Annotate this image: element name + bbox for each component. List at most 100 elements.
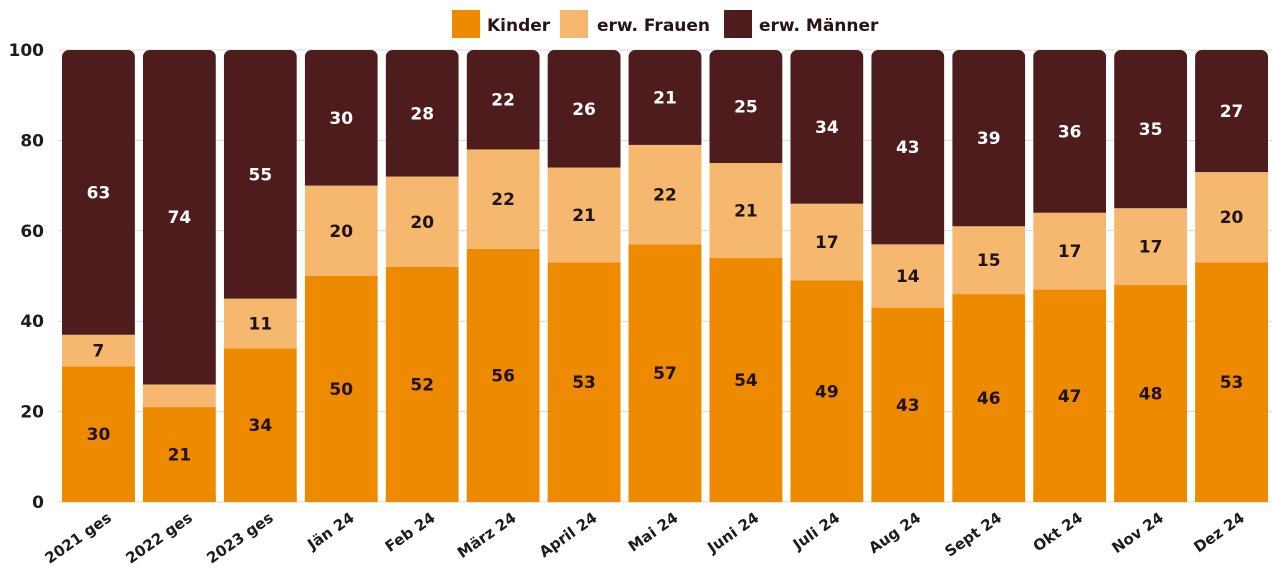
bar-segment-kinder xyxy=(790,280,864,502)
data-label-erw-frauen: 20 xyxy=(329,222,353,242)
bar-segment-erw-frauen xyxy=(304,185,378,276)
x-tick-label: Sept 24 xyxy=(941,509,1005,561)
data-label-kinder: 21 xyxy=(168,446,192,466)
bar-segment-erw-männer xyxy=(466,50,540,150)
data-label-kinder: 56 xyxy=(491,366,515,386)
bar-group-jän-24: 50 20 30 xyxy=(304,50,378,502)
y-tick-label: 100 xyxy=(9,41,45,61)
bar-segment-erw-männer xyxy=(385,50,459,177)
bar-segment-erw-männer xyxy=(1195,50,1268,173)
data-label-erw-männer: 22 xyxy=(491,91,515,111)
data-label-erw-frauen: 22 xyxy=(491,190,515,210)
bar-segment-erw-frauen xyxy=(223,298,297,349)
data-label-erw-männer: 36 xyxy=(1058,122,1082,142)
data-label-erw-männer: 27 xyxy=(1220,102,1244,122)
data-label-erw-frauen: 7 xyxy=(93,342,105,362)
bar-segment-kinder xyxy=(304,276,378,502)
y-tick-label: 20 xyxy=(20,403,44,423)
legend-label-erw-frauen: erw. Frauen xyxy=(597,16,710,36)
y-tick-label: 0 xyxy=(32,493,44,513)
x-axis-labels: 2021 ges 2022 ges 2023 ges Jän 24 Feb 24 März… xyxy=(42,508,1248,567)
bar-segment-kinder xyxy=(871,307,945,502)
bar-group-mai-24: 57 22 21 xyxy=(628,50,702,503)
x-tick-label: Mai 24 xyxy=(625,509,681,556)
x-tick-label: 2022 ges xyxy=(122,508,195,567)
bar-segment-kinder xyxy=(628,244,702,503)
x-tick-label: Okt 24 xyxy=(1030,509,1086,556)
x-tick-label: März 24 xyxy=(454,509,519,562)
bar-segment-erw-frauen xyxy=(466,149,540,249)
bar-group-märz-24: 56 22 22 xyxy=(466,50,540,502)
y-tick-label: 40 xyxy=(20,312,44,332)
x-tick-label: Jän 24 xyxy=(303,509,357,554)
bar-base xyxy=(223,494,297,502)
bar-segment-kinder xyxy=(223,348,297,502)
bar-group-aug-24: 43 14 43 xyxy=(871,50,945,502)
data-label-erw-männer: 21 xyxy=(653,88,677,108)
legend-label-kinder: Kinder xyxy=(487,16,551,36)
data-label-erw-frauen: 14 xyxy=(896,267,920,287)
data-label-erw-männer: 34 xyxy=(815,118,839,138)
bar-segment-kinder xyxy=(1114,285,1188,502)
bar-base xyxy=(709,494,783,502)
data-label-kinder: 43 xyxy=(896,396,920,416)
data-label-erw-frauen: 17 xyxy=(1058,242,1082,262)
data-label-erw-frauen: 22 xyxy=(653,186,677,206)
bar-group-feb-24: 52 20 28 xyxy=(385,50,459,502)
bar-base xyxy=(1114,494,1188,502)
bar-segment-kinder xyxy=(547,262,621,502)
bar-base xyxy=(62,494,135,502)
bar-segment-erw-männer xyxy=(628,50,702,145)
bar-group-2021-ges: 30 7 63 xyxy=(62,50,135,502)
bar-group-dez-24: 53 20 27 xyxy=(1195,50,1268,502)
data-label-erw-frauen: 11 xyxy=(248,314,272,334)
bar-base xyxy=(628,494,702,502)
bar-segment-erw-frauen xyxy=(871,244,945,308)
data-label-erw-männer: 43 xyxy=(896,138,920,158)
data-label-kinder: 49 xyxy=(815,382,839,402)
bar-segment-erw-frauen xyxy=(790,203,864,281)
bar-base xyxy=(385,494,459,502)
bar-segment-erw-frauen xyxy=(628,144,702,245)
data-label-erw-männer: 63 xyxy=(87,183,111,203)
bar-base xyxy=(790,494,864,502)
bar-segment-erw-männer xyxy=(223,50,297,299)
bar-base xyxy=(1195,494,1268,502)
data-label-erw-frauen: 17 xyxy=(1139,238,1163,258)
data-label-kinder: 50 xyxy=(329,380,353,400)
bar-group-april-24: 53 21 26 xyxy=(547,50,621,502)
bar-segment-erw-frauen xyxy=(385,176,459,267)
bar-segment-kinder xyxy=(62,366,135,502)
x-tick-label: Dez 24 xyxy=(1190,509,1247,557)
legend-label-erw-männer: erw. Männer xyxy=(759,16,879,36)
bar-segment-erw-frauen xyxy=(547,167,621,263)
bar-group-2022-ges: 21 74 xyxy=(142,50,216,502)
x-tick-label: Feb 24 xyxy=(382,509,439,556)
bar-base xyxy=(1033,494,1107,502)
x-tick-label: Aug 24 xyxy=(865,509,924,558)
bar-group-juli-24: 49 17 34 xyxy=(790,50,864,502)
bar-segment-kinder xyxy=(1033,289,1107,502)
bar-segment-kinder xyxy=(142,407,216,502)
bar-segment-erw-männer xyxy=(304,50,378,186)
bar-segment-erw-männer xyxy=(547,50,621,168)
x-tick-label: 2023 ges xyxy=(203,508,276,567)
legend-swatch-erw-männer xyxy=(724,10,752,38)
data-label-erw-frauen: 21 xyxy=(734,201,758,221)
bar-segment-erw-männer xyxy=(790,50,864,204)
bars: 3076321743411555020305220285622225321265… xyxy=(62,50,1268,503)
data-label-kinder: 54 xyxy=(734,371,758,391)
bar-group-nov-24: 48 17 35 xyxy=(1114,50,1188,502)
bar-group-2023-ges: 34 11 55 xyxy=(223,50,297,502)
data-label-kinder: 53 xyxy=(1220,373,1244,393)
bar-group-okt-24: 47 17 36 xyxy=(1033,50,1107,502)
bar-segment-erw-männer xyxy=(871,50,945,245)
x-tick-label: Nov 24 xyxy=(1108,509,1166,557)
data-label-kinder: 34 xyxy=(248,416,272,436)
bar-segment-erw-männer xyxy=(62,50,135,335)
bar-segment-erw-frauen xyxy=(1033,212,1107,290)
data-label-erw-frauen: 17 xyxy=(815,233,839,253)
legend: Kinder erw. Frauen erw. Männer xyxy=(452,10,879,38)
data-label-kinder: 30 xyxy=(87,425,111,445)
bar-segment-erw-männer xyxy=(952,50,1026,227)
